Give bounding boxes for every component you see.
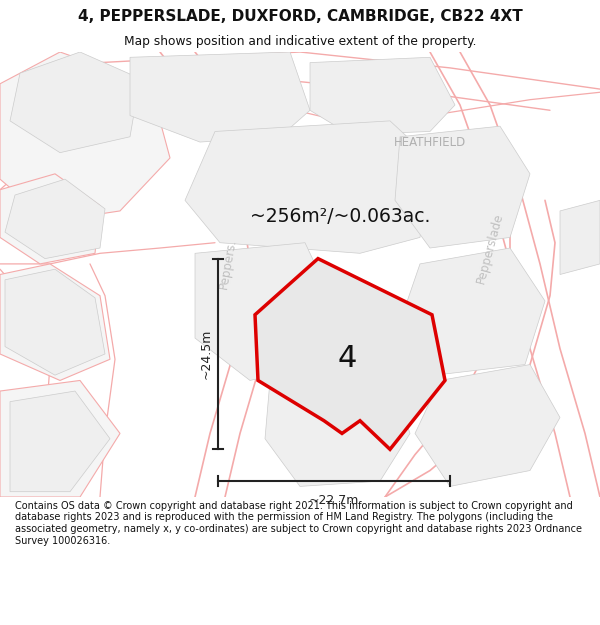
Text: Peppers.: Peppers. xyxy=(217,238,239,290)
Polygon shape xyxy=(0,174,100,264)
Polygon shape xyxy=(10,52,140,152)
Polygon shape xyxy=(400,248,545,375)
Text: 4, PEPPERSLADE, DUXFORD, CAMBRIDGE, CB22 4XT: 4, PEPPERSLADE, DUXFORD, CAMBRIDGE, CB22… xyxy=(77,9,523,24)
Text: ~22.7m: ~22.7m xyxy=(309,494,359,507)
Polygon shape xyxy=(415,364,560,486)
Text: Pepperslade: Pepperslade xyxy=(475,211,506,285)
Text: 4: 4 xyxy=(337,344,357,373)
Text: ~24.5m: ~24.5m xyxy=(199,329,212,379)
Polygon shape xyxy=(0,264,110,381)
Polygon shape xyxy=(265,375,410,486)
Polygon shape xyxy=(395,126,530,248)
Polygon shape xyxy=(185,121,430,253)
Polygon shape xyxy=(10,391,110,492)
Polygon shape xyxy=(5,179,105,259)
Polygon shape xyxy=(130,52,310,142)
Polygon shape xyxy=(310,58,455,134)
Polygon shape xyxy=(0,381,120,497)
Polygon shape xyxy=(0,52,170,221)
Polygon shape xyxy=(560,201,600,274)
Text: HEATHFIELD: HEATHFIELD xyxy=(394,136,466,149)
Polygon shape xyxy=(5,269,105,375)
Text: ~256m²/~0.063ac.: ~256m²/~0.063ac. xyxy=(250,207,430,226)
Text: Map shows position and indicative extent of the property.: Map shows position and indicative extent… xyxy=(124,36,476,48)
Polygon shape xyxy=(195,242,330,381)
Text: Contains OS data © Crown copyright and database right 2021. This information is : Contains OS data © Crown copyright and d… xyxy=(15,501,582,546)
Polygon shape xyxy=(255,259,445,449)
